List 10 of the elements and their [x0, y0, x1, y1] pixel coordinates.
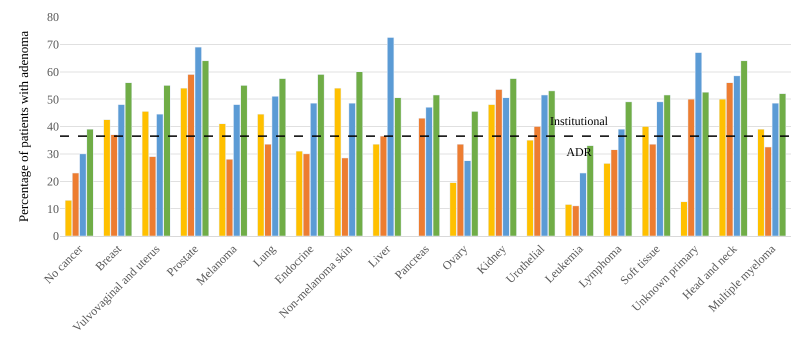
y-tick-label: 0 [53, 229, 59, 244]
y-tick-label: 80 [47, 10, 59, 24]
y-tick-label: 50 [47, 92, 59, 106]
y-tick-label: 40 [47, 120, 59, 134]
y-tick-label: 70 [47, 38, 59, 52]
y-tick-label: 10 [47, 202, 59, 216]
y-tick-label: 20 [47, 174, 59, 188]
y-tick-label: 60 [47, 64, 59, 79]
y-axis-title: Percentage of patients with adenoma [16, 30, 31, 222]
y-tick-label: 30 [47, 147, 59, 162]
